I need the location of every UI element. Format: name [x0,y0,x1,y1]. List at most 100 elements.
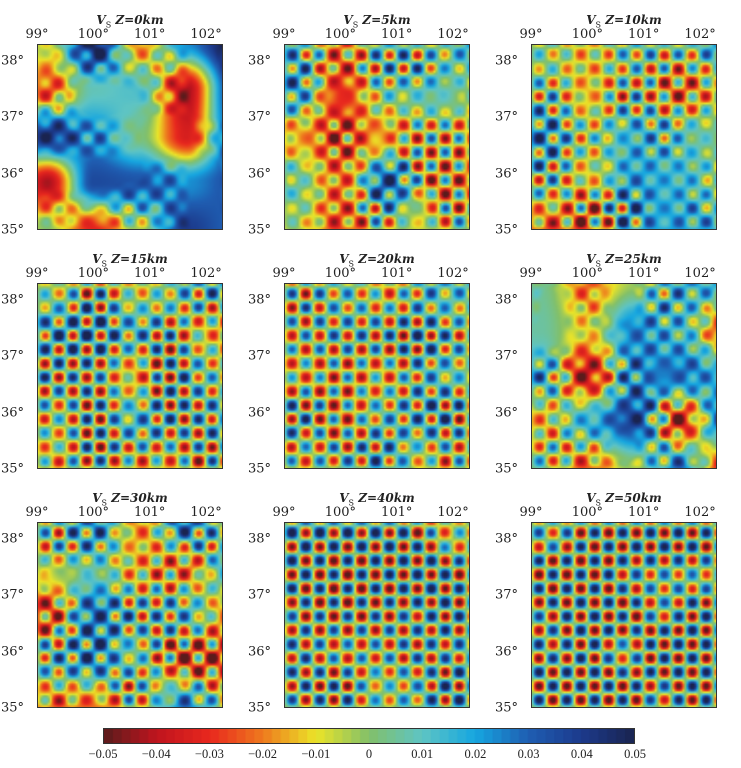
y-tick-label: 38° [248,531,272,547]
heatmap-cells [285,284,469,468]
heatmap [284,44,470,230]
heatmap-cells [38,523,222,707]
colorbar [103,728,635,744]
heatmap-cells [532,45,716,229]
panel-title-sub: S [352,20,359,30]
x-tick-label: 100° [77,505,110,520]
colorbar-tick-label: −0.01 [301,747,331,761]
x-tick-label: 100° [571,505,604,520]
colorbar-tick-label: 0.02 [464,747,487,761]
panel-title-depth: Z=20km [358,252,415,266]
panel-title-depth: Z=25km [605,252,662,266]
y-tick-label: 35° [248,222,272,238]
x-tick-label: 102° [684,505,716,520]
panel-title-var: V [343,13,353,27]
x-tick-label: 101° [381,505,413,520]
x-tick-label: 99° [25,505,49,520]
heatmap [531,522,717,708]
y-tick-label: 36° [495,166,519,182]
colorbar-tick-label: 0.05 [624,747,646,761]
y-tick-label: 36° [248,166,272,182]
heatmap-cells [532,284,716,468]
heatmap [531,44,717,230]
panel-title-sub: S [595,259,602,269]
colorbar-tick-label: 0.03 [517,747,540,761]
x-tick-label: 101° [628,27,660,42]
x-tick-label: 100° [571,27,604,42]
y-tick-label: 36° [495,644,519,660]
y-tick-label: 37° [248,109,272,125]
x-tick-label: 102° [190,27,222,42]
y-tick-label: 36° [1,166,25,182]
heatmap-cells [532,523,716,707]
panel-title-sub: S [105,20,112,30]
panel-title: VS Z=0km [37,13,223,29]
y-tick-label: 35° [1,700,25,716]
heatmap-cells [38,284,222,468]
panel-5km: VS Z=5km 99° 100° 101° 102° 38° 37° 36° 35° [248,13,470,238]
y-tick-label: 38° [495,292,519,308]
panel-title-var: V [92,252,102,266]
panel-title-var: V [586,491,596,505]
panel-title-var: V [339,252,349,266]
y-tick-label: 36° [1,405,25,421]
y-tick-label: 35° [1,461,25,477]
x-tick-label: 102° [684,266,716,281]
panel-title-depth: Z=40km [358,491,415,505]
x-tick-label: 99° [25,266,49,281]
x-tick-label: 101° [381,266,413,281]
x-tick-label: 99° [272,266,296,281]
y-tick-label: 38° [495,53,519,69]
heatmap-cells [285,523,469,707]
panel-10km: VS Z=10km 99° 100° 101° 102° 38° 37° 36° 35° [495,13,717,238]
heatmap-cells [38,45,222,229]
heatmap [284,283,470,469]
panel-title: VS Z=10km [531,13,717,29]
panel-title-sub: S [595,498,602,508]
panel-20km: VS Z=20km 99° 100° 101° 102° 38° 37° 36° 35° [248,252,470,477]
panel-title-depth: Z=50km [605,491,662,505]
y-tick-label: 37° [495,587,519,603]
x-tick-label: 99° [272,27,296,42]
heatmap [37,44,223,230]
panel-title: VS Z=25km [531,252,717,268]
y-tick-label: 37° [495,109,519,125]
panel-title-var: V [92,491,102,505]
y-tick-label: 35° [495,700,519,716]
x-tick-label: 102° [437,266,469,281]
panel-title-depth: Z=15km [111,252,168,266]
y-tick-label: 38° [248,292,272,308]
y-tick-label: 38° [1,531,25,547]
y-tick-label: 37° [248,348,272,364]
y-tick-label: 37° [495,348,519,364]
panel-title: VS Z=50km [531,491,717,507]
colorbar-tick-label: −0.02 [248,747,278,761]
panel-15km: VS Z=15km 99° 100° 101° 102° 38° 37° 36° 35° [1,252,223,477]
panel-title-depth: Z=10km [605,13,662,27]
y-tick-label: 38° [1,292,25,308]
colorbar-tick-label: 0.04 [570,747,593,761]
y-tick-label: 38° [495,531,519,547]
x-tick-label: 101° [134,27,166,42]
panel-title-sub: S [348,498,355,508]
y-tick-label: 37° [1,348,25,364]
panel-title-depth: Z=0km [115,13,164,27]
y-tick-label: 36° [248,644,272,660]
y-tick-label: 35° [248,700,272,716]
x-tick-label: 101° [134,266,166,281]
y-tick-label: 35° [495,461,519,477]
heatmap [531,283,717,469]
y-tick-label: 37° [1,587,25,603]
colorbar-tick-label: −0.03 [194,747,224,761]
y-tick-label: 37° [1,109,25,125]
panel-0km: VS Z=0km 99° 100° 101° 102° 38° 37° 36° 35° [1,13,223,238]
x-tick-label: 101° [628,505,660,520]
x-tick-label: 99° [272,505,296,520]
panel-title-sub: S [101,259,108,269]
y-tick-label: 37° [248,587,272,603]
x-tick-label: 101° [381,27,413,42]
y-tick-label: 35° [248,461,272,477]
panel-title: VS Z=30km [37,491,223,507]
x-tick-label: 102° [684,27,716,42]
x-tick-label: 99° [25,27,49,42]
